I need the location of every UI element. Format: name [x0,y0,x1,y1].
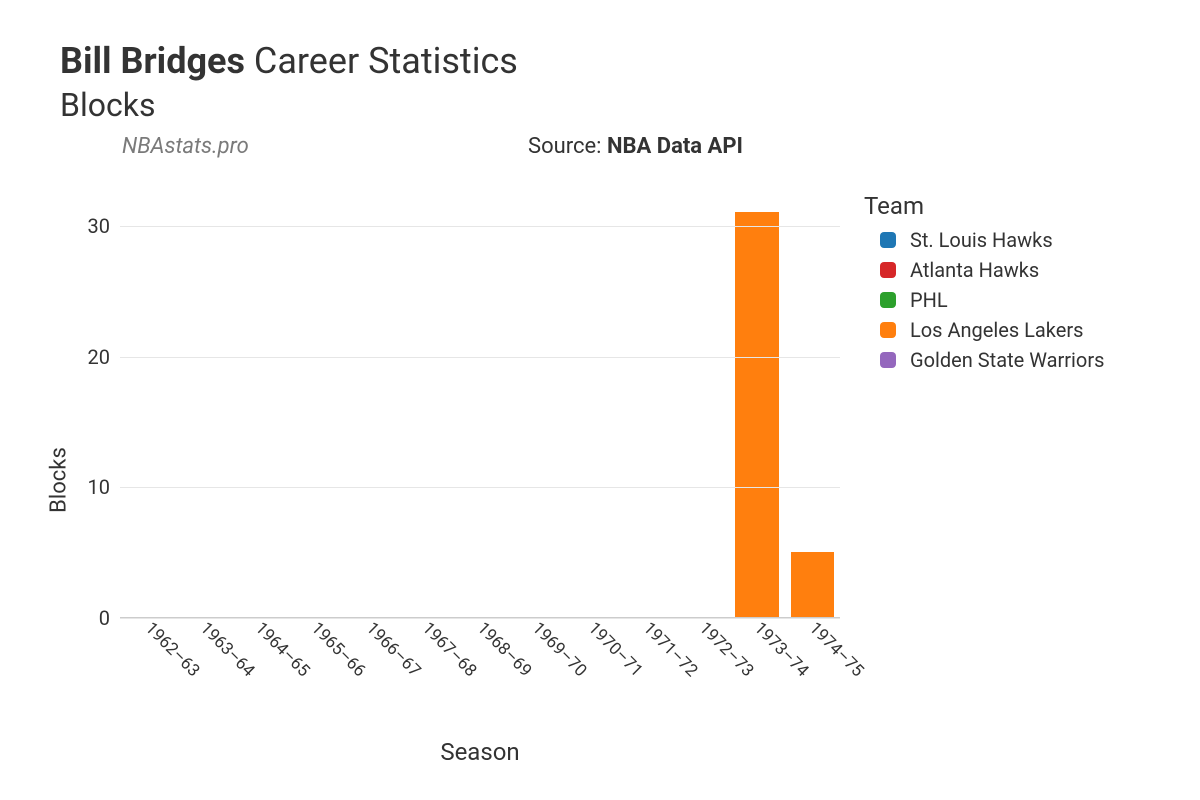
source-attribution: Source: NBA Data API [528,134,743,159]
bar-slot: 1962–63 [120,200,175,617]
x-tick-label: 1967–68 [418,618,481,681]
title-suffix: Career Statistics [245,40,518,82]
source-value: NBA Data API [607,134,743,159]
bar-slot: 1970–71 [563,200,618,617]
x-tick-label: 1966–67 [362,618,425,681]
x-tick-label: 1971–72 [639,618,702,681]
legend-swatch [880,262,896,278]
bar-slot: 1967–68 [397,200,452,617]
legend-label: PHL [910,288,948,312]
bar-slot: 1963–64 [175,200,230,617]
gridline [120,487,840,488]
bar [791,552,834,617]
legend-swatch [880,322,896,338]
watermark-text: NBAstats.pro [122,134,249,159]
page-title: Bill Bridges Career Statistics [60,40,1170,82]
legend-item: St. Louis Hawks [864,228,1104,252]
gridline [120,226,840,227]
title-player-name: Bill Bridges [60,40,245,82]
x-tick-label: 1974–75 [805,618,868,681]
bar-slot: 1972–73 [674,200,729,617]
bar-slot: 1968–69 [452,200,507,617]
plot-area: 1962–631963–641964–651965–661966–671967–… [120,200,840,618]
legend-label: Golden State Warriors [910,348,1104,372]
legend: Team St. Louis Hawks Atlanta Hawks PHL Los … [864,192,1104,378]
legend-item: PHL [864,288,1104,312]
legend-label: Atlanta Hawks [910,258,1039,282]
gridline [120,618,840,619]
chart-page: Bill Bridges Career Statistics Blocks NB… [0,0,1200,800]
legend-swatch [880,352,896,368]
x-tick-label: 1968–69 [473,618,536,681]
bar-slot: 1969–70 [508,200,563,617]
page-subtitle: Blocks [60,86,1170,124]
chart-container: Blocks 1962–631963–641964–651965–661966–… [60,200,1160,760]
legend-label: St. Louis Hawks [910,228,1053,252]
bar-slot: 1964–65 [231,200,286,617]
legend-items: St. Louis Hawks Atlanta Hawks PHL Los Angel… [864,228,1104,372]
x-tick-label: 1970–71 [584,618,647,681]
legend-swatch [880,232,896,248]
x-tick-label: 1963–64 [196,618,259,681]
meta-row: NBAstats.pro Source: NBA Data API [60,134,1170,162]
y-tick-label: 10 [70,475,110,499]
legend-swatch [880,292,896,308]
y-axis-label: Blocks [46,447,71,513]
x-tick-label: 1973–74 [750,618,813,681]
y-tick-label: 20 [70,345,110,369]
legend-item: Golden State Warriors [864,348,1104,372]
legend-item: Los Angeles Lakers [864,318,1104,342]
bar [735,212,778,617]
legend-label: Los Angeles Lakers [910,318,1083,342]
legend-title: Team [864,192,1104,220]
x-axis-label: Season [120,738,840,766]
y-tick-label: 30 [70,214,110,238]
x-tick-label: 1972–73 [695,618,758,681]
gridline [120,357,840,358]
y-tick-label: 0 [70,606,110,630]
x-tick-label: 1962–63 [141,618,204,681]
bar-slot: 1965–66 [286,200,341,617]
bar-slot: 1971–72 [619,200,674,617]
x-tick-label: 1969–70 [528,618,591,681]
bar-slot: 1974–75 [785,200,840,617]
x-tick-label: 1964–65 [251,618,314,681]
bar-slot: 1973–74 [729,200,784,617]
bars-layer: 1962–631963–641964–651965–661966–671967–… [120,200,840,617]
bar-slot: 1966–67 [342,200,397,617]
source-prefix: Source: [528,134,607,159]
legend-item: Atlanta Hawks [864,258,1104,282]
x-tick-label: 1965–66 [307,618,370,681]
